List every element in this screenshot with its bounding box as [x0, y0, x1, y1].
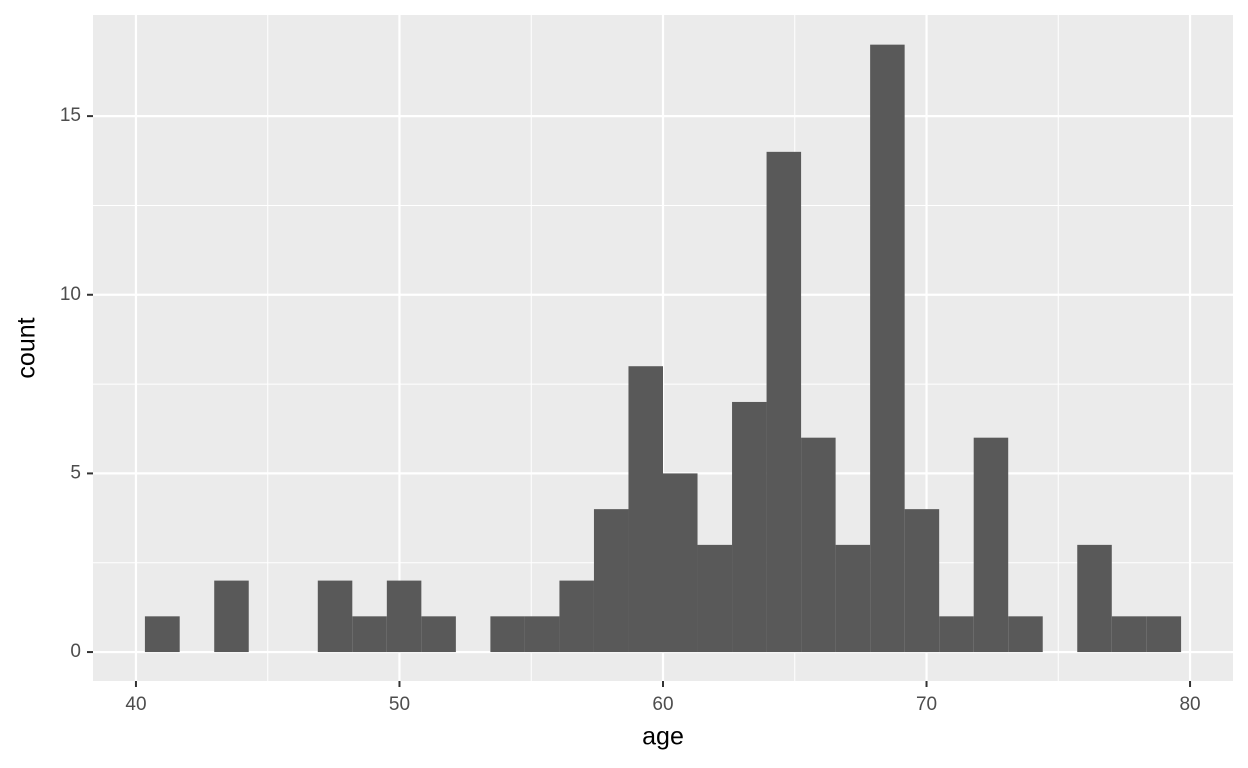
bar: [1077, 544, 1112, 653]
bar: [214, 580, 249, 653]
bar: [663, 473, 698, 653]
y-tick-label: 15: [60, 105, 81, 126]
bar: [628, 366, 663, 653]
bar: [835, 544, 871, 653]
bar: [559, 580, 594, 653]
bar: [386, 580, 422, 653]
bar: [593, 509, 629, 653]
bar: [490, 616, 525, 653]
bar: [1146, 616, 1182, 653]
bar: [766, 151, 802, 653]
bar: [870, 44, 905, 653]
y-tick-label: 0: [70, 641, 81, 662]
bar: [904, 509, 940, 653]
x-axis-title: age: [642, 723, 684, 751]
bar: [524, 616, 560, 653]
bar: [1111, 616, 1147, 653]
x-tick-label: 60: [652, 694, 673, 715]
bar: [732, 401, 767, 653]
x-tick-label: 80: [1179, 694, 1200, 715]
bar: [1008, 616, 1043, 653]
bar: [352, 616, 387, 653]
bar: [939, 616, 974, 653]
y-tick-label: 5: [70, 462, 81, 483]
bar: [421, 616, 456, 653]
x-tick-label: 70: [916, 694, 937, 715]
y-tick-label: 10: [60, 284, 81, 305]
bar: [317, 580, 353, 653]
bar: [144, 616, 180, 653]
bar: [697, 544, 733, 653]
y-axis-title: count: [13, 317, 41, 378]
x-tick-label: 40: [125, 694, 146, 715]
bar: [973, 437, 1009, 653]
bar: [801, 437, 836, 653]
x-tick-label: 50: [389, 694, 410, 715]
